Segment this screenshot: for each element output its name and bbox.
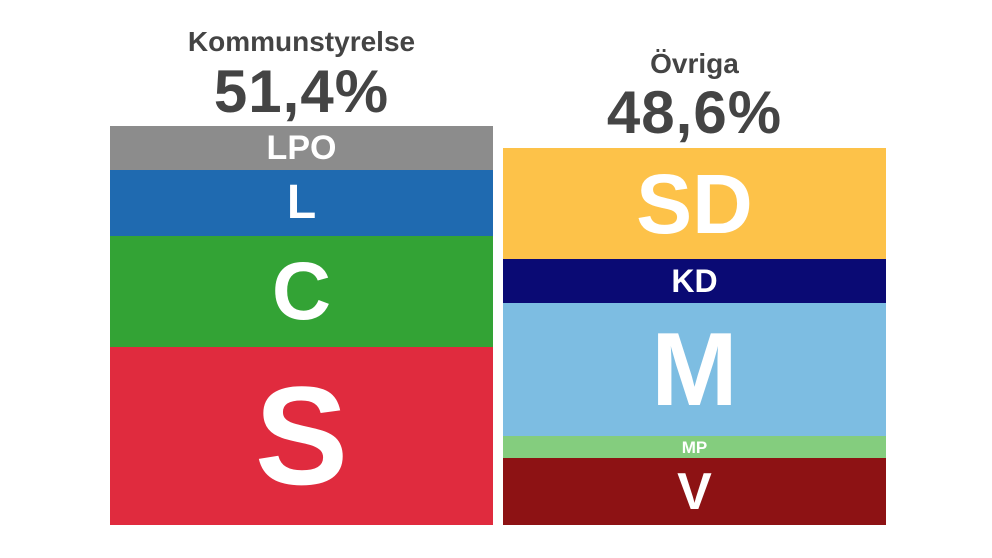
segment-label: M [651, 311, 738, 428]
segment-label: MP [681, 437, 708, 457]
segment-label: C [271, 245, 332, 337]
bar-segment-s: S [110, 347, 493, 525]
bar-segment-lpo: LPO [110, 126, 493, 170]
segment-label: L [286, 176, 317, 229]
segment-label: KD [671, 263, 718, 299]
stacked-bar: SD KD M MP V [503, 148, 886, 525]
segment-label: V [677, 462, 712, 521]
segment-label: S [254, 357, 349, 514]
bar-segment-c: C [110, 236, 493, 347]
bar-segment-v: V [503, 458, 886, 525]
group-title: Kommunstyrelse [187, 26, 416, 57]
group-total-percent: 51,4% [213, 58, 390, 125]
group-title: Övriga [650, 48, 739, 79]
stacked-bar: LPO L C S [110, 126, 493, 525]
group-total-percent: 48,6% [606, 79, 783, 146]
segment-label: SD [636, 156, 753, 251]
segment-label: LPO [266, 129, 337, 167]
bar-segment-m: M [503, 303, 886, 436]
bar-segment-kd: KD [503, 259, 886, 303]
bar-segment-l: L [110, 170, 493, 236]
bar-segment-sd: SD [503, 148, 886, 259]
bar-segment-mp: MP [503, 436, 886, 458]
